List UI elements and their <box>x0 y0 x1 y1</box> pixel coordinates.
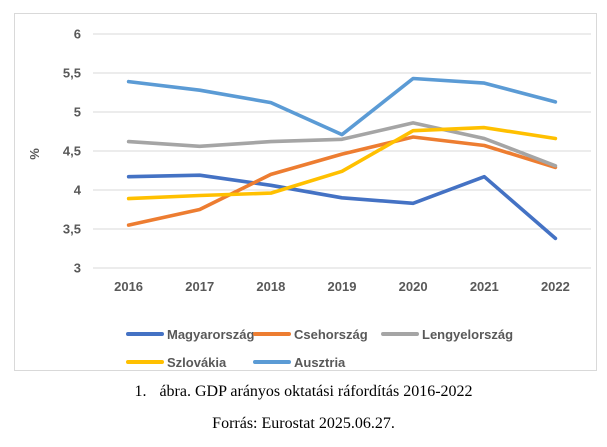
x-tick-label: 2019 <box>328 279 357 294</box>
y-tick-label: 3 <box>74 261 81 276</box>
y-tick-label: 4 <box>74 183 82 198</box>
line-chart: 3 3,5 4 4,5 5 5,5 6 2016 2017 2018 2019 2020 2021 202… <box>27 27 591 294</box>
x-tick-label: 2021 <box>470 279 499 294</box>
series-line-lengyelorsza-g <box>126 121 558 168</box>
chart-area: 3 3,5 4 4,5 5 5,5 6 2016 2017 2018 2019 2020 2021 202… <box>14 13 597 371</box>
series-line-ausztria <box>126 76 558 137</box>
y-axis-title: % <box>27 148 42 160</box>
series-line-csehorsza-g <box>126 135 558 227</box>
legend-swatch-lengyelorsza-g <box>381 331 419 337</box>
series-line-szlova-kia <box>126 125 558 201</box>
x-tick-label: 2022 <box>541 279 570 294</box>
x-tick-label: 2020 <box>399 279 428 294</box>
legend-swatch-ausztria <box>253 359 291 365</box>
legend-label: Lengyelország <box>422 326 514 342</box>
legend-label: Ausztria <box>294 354 346 370</box>
legend-label: Magyarország <box>167 326 255 342</box>
source-caption: Forrás: Eurostat 2025.06.27. <box>212 415 395 432</box>
y-tick-label: 3,5 <box>63 222 81 237</box>
legend-swatch-csehorsza-g <box>253 331 291 337</box>
legend-label: Csehország <box>294 326 368 342</box>
legend-row-1: Magyarország Csehország Lengyelország <box>15 326 596 342</box>
legend-item-lengyelorsza-g: Lengyelország <box>381 326 513 342</box>
x-tick-label: 2016 <box>114 279 143 294</box>
legend-item-csehorsza-g: Csehország <box>253 326 368 342</box>
legend-row-2: Szlovákia Ausztria <box>15 354 596 370</box>
legend-item-magyarorsza-g: Magyarország <box>126 326 254 342</box>
legend-swatch-magyarorsza-g <box>126 331 164 337</box>
y-tick-label: 4,5 <box>63 144 81 159</box>
legend-swatch-szlova-kia <box>126 359 164 365</box>
legend-label: Szlovákia <box>167 354 227 370</box>
caption-text: ábra. GDP arányos oktatási ráfordítás 20… <box>159 383 473 400</box>
caption-number: 1. <box>134 383 147 400</box>
series-line-magyarorsza-g <box>126 173 558 241</box>
legend-item-szlova-kia: Szlovákia <box>126 354 226 370</box>
y-tick-label: 6 <box>74 27 81 42</box>
y-tick-label: 5 <box>74 105 81 120</box>
x-tick-label: 2018 <box>256 279 285 294</box>
x-tick-label: 2017 <box>185 279 214 294</box>
legend-item-ausztria: Ausztria <box>253 354 345 370</box>
y-tick-label: 5,5 <box>63 66 81 81</box>
figure-caption: 1. ábra. GDP arányos oktatási ráfordítás … <box>0 383 607 401</box>
